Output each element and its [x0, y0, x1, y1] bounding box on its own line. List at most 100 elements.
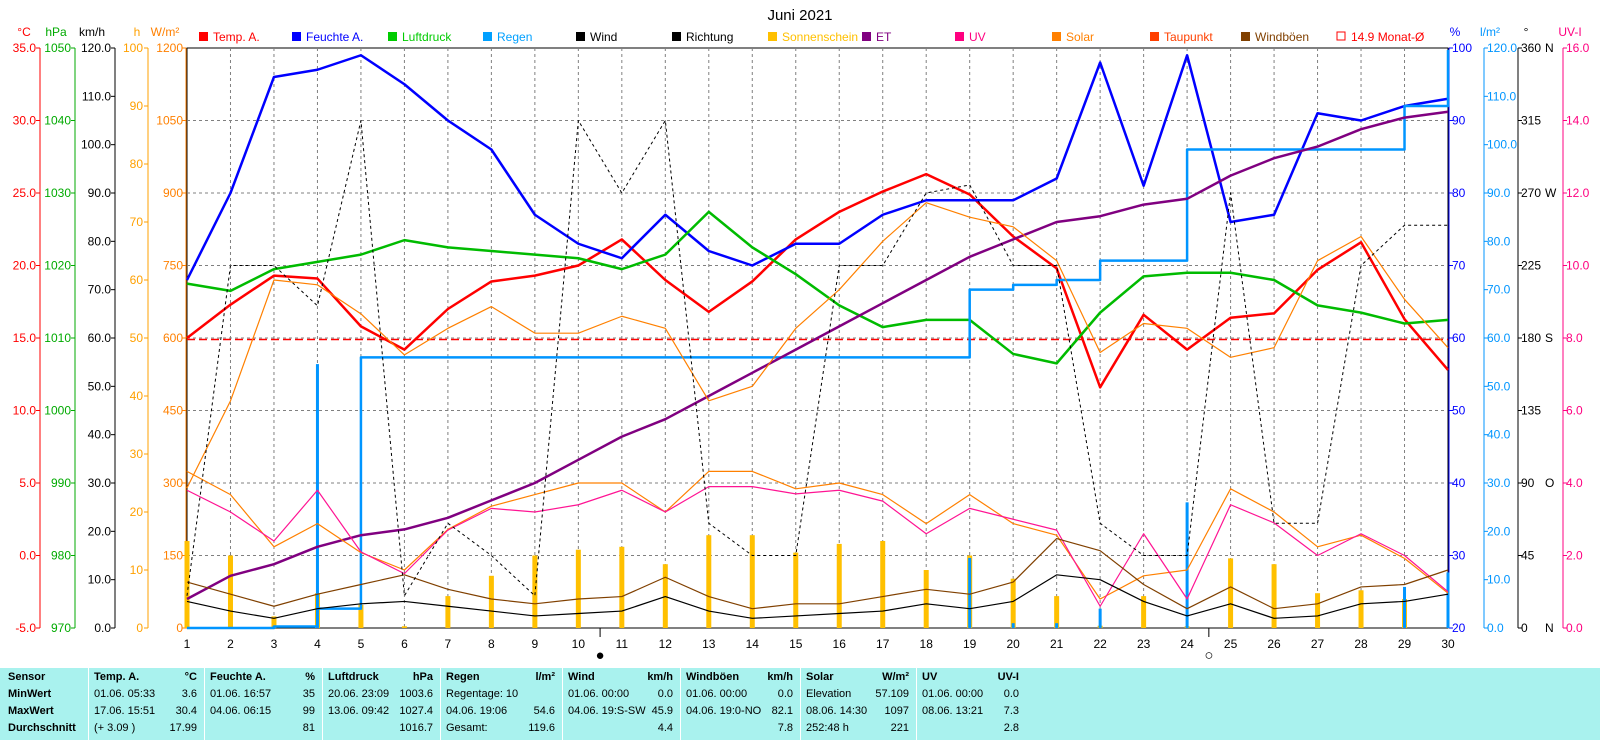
axis-tick-label-rain: 10.0 — [1487, 573, 1511, 587]
stats-cell-label: 01.06. 00:00 — [922, 688, 984, 700]
axis-tick-label-wind: 110.0 — [82, 89, 111, 103]
series-line-sonnenschein — [186, 470, 1449, 600]
legend-label: Solar — [1066, 30, 1094, 44]
axis-tick-label-wind: 20.0 — [88, 524, 112, 538]
axis-compass-label: N — [1545, 621, 1554, 635]
axis-tick-label-temp: 15.0 — [13, 331, 37, 345]
series-line-regen — [187, 49, 1450, 630]
axis-tick-label-sunshine: 40 — [130, 389, 144, 403]
axis-unit-solar: W/m² — [151, 25, 180, 39]
axis-tick-label-rain: 60.0 — [1487, 331, 1511, 345]
legend-swatch — [955, 32, 964, 41]
stats-cell-value: 99 — [302, 705, 315, 717]
sunshine-bar — [923, 570, 929, 628]
stats-cell-label: 01.06. 16:57 — [210, 688, 272, 700]
stats-group-title: UV — [922, 671, 938, 683]
sunshine-bar — [706, 535, 712, 628]
moon-phase-icon: ● — [596, 647, 605, 664]
legend-label: Temp. A. — [213, 30, 260, 44]
axis-tick-label-rain: 20.0 — [1487, 524, 1511, 538]
stats-group-unit: UV-I — [997, 671, 1019, 683]
stats-cell-label: 17.06. 15:51 — [94, 705, 156, 717]
axis-tick-label-direction: 315 — [1521, 114, 1541, 128]
legend-label: Feuchte A. — [306, 30, 363, 44]
sunshine-bar — [1315, 593, 1321, 628]
axis-tick-label-humidity: 100 — [1452, 41, 1472, 55]
x-tick-label: 18 — [920, 637, 934, 651]
stats-cell-value: 1097 — [884, 705, 909, 717]
axis-tick-label-temp: 30.0 — [13, 114, 37, 128]
sunshine-bar — [445, 596, 451, 628]
legend-label: Sonnenschein — [782, 30, 858, 44]
stats-group: Luftdruck hPa 20.06. 23:09 1003.6 13.06. 09:… — [322, 668, 441, 740]
sunshine-bar — [1228, 558, 1234, 628]
axis-tick-label-solar: 1050 — [156, 114, 183, 128]
x-tick-label: 30 — [1441, 637, 1455, 651]
stats-cell-label: 252:48 h — [806, 722, 849, 734]
stats-cell-value: 30.4 — [175, 705, 197, 717]
axis-tick-label-solar: 600 — [163, 331, 183, 345]
axis-compass-label: O — [1545, 476, 1554, 490]
axis-tick-label-humidity: 80 — [1452, 186, 1466, 200]
x-tick-label: 27 — [1311, 637, 1325, 651]
stats-cell-value: 35 — [302, 688, 315, 700]
stats-group: Windböen km/h 01.06. 00:00 0.0 04.06. 19:0-N… — [680, 668, 801, 740]
stats-cell-label: (+ 3.09 ) — [94, 722, 136, 734]
x-tick-label: 11 — [616, 637, 629, 651]
series-line-feuchte-a- — [185, 54, 1449, 281]
rain-bar — [315, 364, 319, 628]
series-line-solar — [186, 202, 1449, 489]
stats-group: Solar W/m² Elevation 57.109 08.06. 14:30 1097… — [800, 668, 917, 740]
stats-cell-value: 17.99 — [169, 722, 197, 734]
sunshine-bar — [184, 541, 190, 628]
axis-tick-label-temp: 10.0 — [13, 404, 37, 418]
axis-unit-pressure: hPa — [45, 25, 67, 39]
axis-unit-humidity: % — [1450, 25, 1461, 39]
axis-tick-label-uv: 8.0 — [1566, 331, 1583, 345]
axis-tick-label-solar: 750 — [163, 259, 183, 273]
axis-tick-label-pressure: 1000 — [44, 404, 71, 418]
stats-cell-label: Elevation — [806, 688, 852, 700]
axis-compass-label: N — [1545, 41, 1554, 55]
stats-group-title: Feuchte A. — [210, 671, 266, 683]
legend-swatch — [388, 32, 397, 41]
axis-tick-label-temp: 35.0 — [13, 41, 37, 55]
stats-cell-value: 1003.6 — [399, 688, 433, 700]
axis-tick-label-humidity: 30 — [1452, 549, 1466, 563]
axis-tick-label-wind: 40.0 — [88, 428, 112, 442]
axis-tick-label-wind: 100.0 — [81, 138, 111, 152]
stats-group-unit: W/m² — [882, 671, 909, 683]
stats-group-unit: l/m² — [535, 671, 555, 683]
axis-tick-label-direction: 0 — [1521, 621, 1528, 635]
axis-unit-rain: l/m² — [1480, 25, 1500, 39]
stats-cell-label: 01.06. 05:33 — [94, 688, 156, 700]
axis-tick-label-wind: 10.0 — [88, 573, 112, 587]
sunshine-bar — [619, 546, 625, 628]
stats-cell-value: 3.6 — [181, 688, 197, 700]
sunshine-bar — [532, 555, 538, 628]
sunshine-bar — [227, 555, 233, 628]
stats-row-label: MinWert — [8, 688, 52, 700]
x-tick-label: 1 — [184, 637, 191, 651]
axis-tick-label-rain: 70.0 — [1487, 283, 1511, 297]
stats-cell-label: 04.06. 06:15 — [210, 705, 272, 717]
x-tick-label: 2 — [227, 637, 234, 651]
x-tick-label: 6 — [401, 637, 408, 651]
x-tick-label: 8 — [488, 637, 495, 651]
axis-tick-label-direction: 135 — [1521, 404, 1541, 418]
chart-bars — [184, 364, 1450, 628]
stats-panel: Sensor MinWert MaxWert Durchschnitt Temp. A.… — [0, 668, 1600, 740]
stats-cell-label: 04.06. 19:06 — [446, 705, 508, 717]
stats-group-unit: °C — [184, 671, 197, 683]
x-tick-label: 7 — [445, 637, 452, 651]
stats-group-title: Solar — [806, 671, 834, 683]
axis-tick-label-wind: 30.0 — [88, 476, 112, 490]
stats-cell-label: 20.06. 23:09 — [328, 688, 390, 700]
stats-row-labels: Sensor MinWert MaxWert Durchschnitt — [0, 668, 88, 740]
axis-tick-label-uv: 14.0 — [1566, 114, 1590, 128]
stats-cell-value: 1027.4 — [399, 705, 433, 717]
x-tick-label: 20 — [1006, 637, 1020, 651]
stats-group-title: Temp. A. — [94, 671, 140, 683]
axis-tick-label-temp: 25.0 — [13, 186, 37, 200]
axis-tick-label-sunshine: 90 — [130, 99, 144, 113]
